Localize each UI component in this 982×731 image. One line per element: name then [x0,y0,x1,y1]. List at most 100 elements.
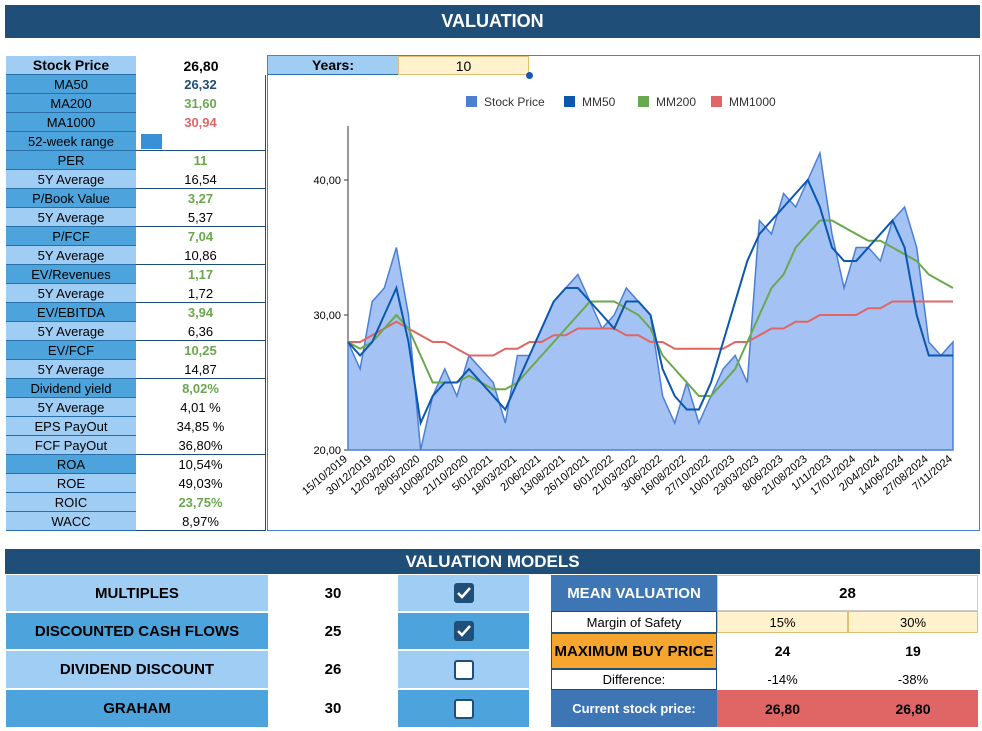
metric-label: MA1000 [6,113,136,132]
max-buy-price-1: 24 [717,633,848,669]
metric-value: 10,54% [136,455,266,474]
stock-price-label: Stock Price [6,56,136,75]
mean-valuation-value: 28 [717,575,978,611]
metric-value: 10,86 [136,246,266,265]
models-title: VALUATION MODELS [5,549,980,574]
max-buy-price-2: 19 [848,633,978,669]
mm1000-line [348,300,953,357]
checkbox-unchecked-icon[interactable] [453,698,474,719]
model-checkbox[interactable] [398,613,529,649]
range-bar [141,134,162,149]
legend-label: Stock Price [484,95,545,109]
metric-label: EV/FCF [6,341,136,360]
page-title: VALUATION [5,5,980,38]
y-tick-label: 30,00 [313,310,341,322]
metric-label: MA200 [6,94,136,113]
metric-label: 52-week range [6,132,136,151]
metric-value: 8,02% [136,379,266,398]
metric-label: MA50 [6,75,136,94]
model-value: 30 [268,575,398,611]
checkbox-checked-icon[interactable] [453,621,474,641]
model-value: 25 [268,613,398,649]
metric-label: 5Y Average [6,246,136,265]
current-stock-price-label: Current stock price: [551,690,717,727]
price-chart: 20,0030,0040,0015/10/201930/12/201912/03… [300,95,955,498]
legend-swatch [638,96,649,107]
mm50-line [347,178,953,427]
margin-30[interactable]: 30% [848,611,978,633]
metric-label: 5Y Average [6,322,136,341]
mean-valuation-label: MEAN VALUATION [551,575,717,611]
model-label: GRAHAM [6,690,268,727]
legend-label: MM50 [582,95,616,109]
y-tick-label: 40,00 [313,175,341,187]
metric-label: EPS PayOut [6,417,136,436]
metric-label: FCF PayOut [6,436,136,455]
metric-label: 5Y Average [6,170,136,189]
metric-label: PER [6,151,136,170]
checkbox-unchecked-icon[interactable] [453,659,474,680]
margin-of-safety-label: Margin of Safety [551,611,717,633]
metric-value: 8,97% [136,512,266,531]
metric-value: 23,75% [136,493,266,512]
model-label: DISCOUNTED CASH FLOWS [6,613,268,649]
legend-swatch [466,96,477,107]
resize-handle[interactable] [526,72,533,79]
metric-label: WACC [6,512,136,531]
metric-value: 31,60 [136,94,266,113]
chart-frame [267,55,980,531]
metric-label: P/FCF [6,227,136,246]
metric-label: ROA [6,455,136,474]
metric-value: 26,32 [136,75,266,94]
metric-value: 34,85 % [136,417,266,436]
legend-swatch [711,96,722,107]
metric-value: 1,17 [136,265,266,284]
metric-value: 30,94 [136,113,266,132]
metric-label: 5Y Average [6,360,136,379]
metric-label: ROE [6,474,136,493]
years-label: Years: [268,56,398,75]
metric-value: 10,25 [136,341,266,360]
y-tick-label: 20,00 [313,445,341,457]
model-label: MULTIPLES [6,575,268,611]
stock-price-area [347,150,954,451]
model-label: DIVIDEND DISCOUNT [6,651,268,688]
model-checkbox[interactable] [398,651,529,688]
metric-value: 6,36 [136,322,266,341]
metric-label: EV/EBITDA [6,303,136,322]
model-checkbox[interactable] [398,575,529,611]
difference-2: -38% [848,669,978,690]
model-value: 26 [268,651,398,688]
metric-value: 16,54 [136,170,266,189]
metric-value: 11 [136,151,266,170]
metric-value: 14,87 [136,360,266,379]
metric-value: 36,80% [136,436,266,455]
metric-value [136,132,266,151]
model-checkbox[interactable] [398,690,529,727]
metric-label: EV/Revenues [6,265,136,284]
metric-label: Dividend yield [6,379,136,398]
legend-label: MM1000 [729,95,776,109]
metric-value: 3,94 [136,303,266,322]
metric-label: ROIC [6,493,136,512]
legend-swatch [564,96,575,107]
legend-label: MM200 [656,95,696,109]
stock-price-value: 26,80 [136,56,266,75]
current-stock-price-1: 26,80 [717,690,848,727]
metric-value: 49,03% [136,474,266,493]
metric-value: 7,04 [136,227,266,246]
difference-1: -14% [717,669,848,690]
metric-label: 5Y Average [6,284,136,303]
metric-label: P/Book Value [6,189,136,208]
current-stock-price-2: 26,80 [848,690,978,727]
metric-value: 5,37 [136,208,266,227]
metric-value: 1,72 [136,284,266,303]
metric-label: 5Y Average [6,208,136,227]
checkbox-checked-icon[interactable] [453,583,474,603]
years-input[interactable]: 10 [398,56,529,75]
metric-value: 4,01 % [136,398,266,417]
maximum-buy-price-label: MAXIMUM BUY PRICE [551,633,717,669]
metric-label: 5Y Average [6,398,136,417]
margin-15[interactable]: 15% [717,611,848,633]
metric-value: 3,27 [136,189,266,208]
